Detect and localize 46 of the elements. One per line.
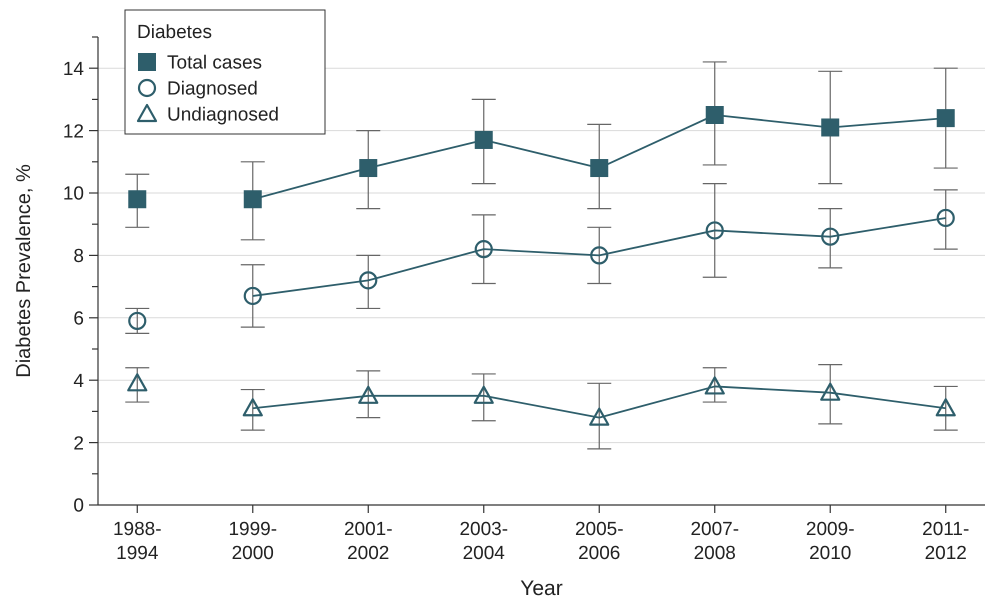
y-tick-label: 2 (73, 433, 84, 454)
point (706, 221, 724, 240)
point (936, 398, 956, 416)
x-tick-label: 2005- 2006 (574, 519, 624, 564)
point (589, 408, 610, 426)
point (821, 228, 840, 246)
point (821, 118, 840, 136)
point (474, 240, 493, 258)
point (820, 382, 840, 401)
x-axis-title: Year (520, 577, 563, 600)
point (359, 271, 378, 290)
y-tick-label: 6 (73, 308, 84, 330)
point (128, 312, 146, 330)
point (936, 109, 955, 128)
x-tick-label: 2003- 2004 (459, 519, 508, 564)
point (359, 159, 378, 178)
point (127, 373, 148, 392)
legend-label: Diagnosed (167, 78, 258, 100)
point (936, 208, 955, 228)
point (704, 376, 725, 395)
legend-title: Diabetes (137, 22, 212, 43)
point (242, 398, 263, 416)
x-tick-label: 2007- 2008 (690, 519, 740, 564)
point (474, 130, 493, 149)
legend-label: Undiagnosed (167, 104, 279, 126)
y-tick-label: 4 (73, 370, 84, 392)
point (244, 190, 262, 208)
y-tick-label: 8 (73, 246, 84, 268)
legend-label: Total cases (167, 52, 262, 74)
point (706, 106, 724, 124)
point (590, 159, 608, 178)
x-tick-label: 1999- 2000 (228, 519, 278, 564)
y-tick-label: 10 (62, 184, 84, 205)
y-tick-label: 0 (73, 496, 84, 517)
x-tick-label: 2011- 2012 (922, 519, 970, 564)
x-tick-label: 2001- 2002 (344, 519, 393, 564)
y-tick-label: 12 (62, 121, 84, 142)
point (128, 190, 146, 208)
point (244, 286, 262, 306)
point (358, 386, 378, 404)
y-axis-title: Diabetes Prevalence, % (13, 164, 35, 378)
x-tick-label: 1988- 1994 (112, 519, 162, 564)
x-tick-label: 2009- 2010 (806, 519, 855, 564)
y-tick-label: 14 (62, 58, 84, 80)
point (590, 246, 608, 264)
point (474, 386, 494, 404)
